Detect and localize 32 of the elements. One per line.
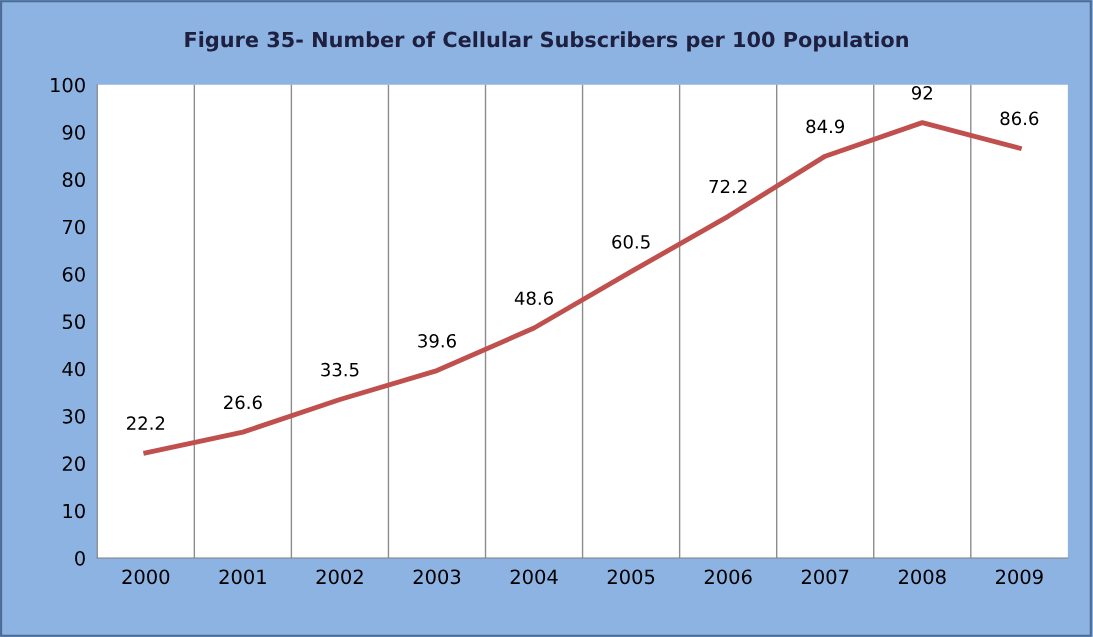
x-tick-label: 2003 xyxy=(413,569,461,585)
x-tick-label: 2006 xyxy=(704,569,752,585)
y-tick-label: 90 xyxy=(62,125,85,140)
y-tick-label: 10 xyxy=(63,503,85,519)
x-tick-label: 2000 xyxy=(122,569,170,585)
x-tick-label: 2004 xyxy=(510,569,558,585)
y-tick-label: 20 xyxy=(62,456,85,472)
y-tick-label: 40 xyxy=(62,361,85,377)
x-tick-label: 2002 xyxy=(316,569,363,585)
y-tick-label: 70 xyxy=(63,219,85,235)
data-label: 60.5 xyxy=(612,235,650,249)
x-tick-label: 2001 xyxy=(219,569,266,585)
y-tick-label: 60 xyxy=(62,266,85,282)
data-label: 86.6 xyxy=(1000,111,1039,126)
x-tick-label: 2009 xyxy=(996,569,1043,585)
y-tick-label: 50 xyxy=(62,314,85,330)
y-tick-label: 0 xyxy=(75,550,85,566)
data-label: 72.2 xyxy=(709,179,747,194)
data-label: 84.9 xyxy=(806,119,845,134)
chart-title: Figure 35- Number of Cellular Subscribers per 100 Population xyxy=(185,31,908,52)
data-label: 39.6 xyxy=(418,333,456,348)
y-tick-label: 30 xyxy=(62,408,85,424)
x-tick-label: 2008 xyxy=(898,569,946,585)
data-label: 92 xyxy=(911,85,932,100)
y-tick-label: 100 xyxy=(51,77,85,93)
y-tick-label: 80 xyxy=(62,172,85,188)
data-label: 26.6 xyxy=(224,395,262,410)
data-label: 48.6 xyxy=(514,291,553,306)
x-tick-label: 2007 xyxy=(801,569,849,585)
x-tick-label: 2005 xyxy=(607,569,655,585)
data-label: 22.2 xyxy=(127,416,165,430)
data-label: 33.5 xyxy=(321,362,359,377)
